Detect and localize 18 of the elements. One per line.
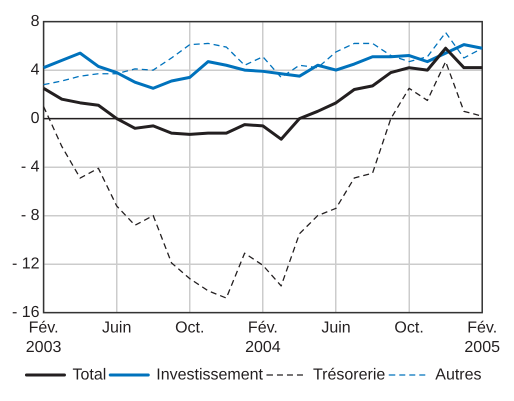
y-tick-label: - 8	[20, 207, 40, 224]
x-tick-label: Fév. 2004	[245, 320, 281, 356]
legend-label: Investissement	[156, 366, 264, 384]
x-tick-label: Juin	[102, 320, 132, 337]
x-tick-label: Juin	[321, 320, 351, 337]
y-tick-label: - 4	[20, 158, 40, 176]
x-tick-label: Fév. 2005	[464, 320, 500, 356]
x-tick-label: Fév. 2003	[26, 320, 62, 356]
y-tick-label: - 16	[12, 304, 40, 322]
legend-label: Trésorerie	[312, 366, 386, 384]
x-tick-label: Oct.	[394, 320, 424, 337]
y-tick-label: 0	[30, 110, 40, 128]
y-tick-label: - 12	[12, 256, 40, 273]
x-tick-label: Oct.	[175, 320, 204, 337]
legend-label: Autres	[435, 366, 482, 384]
legend-label: Total	[72, 366, 106, 384]
y-tick-label: 8	[30, 13, 40, 30]
y-tick-label: 4	[30, 62, 40, 79]
